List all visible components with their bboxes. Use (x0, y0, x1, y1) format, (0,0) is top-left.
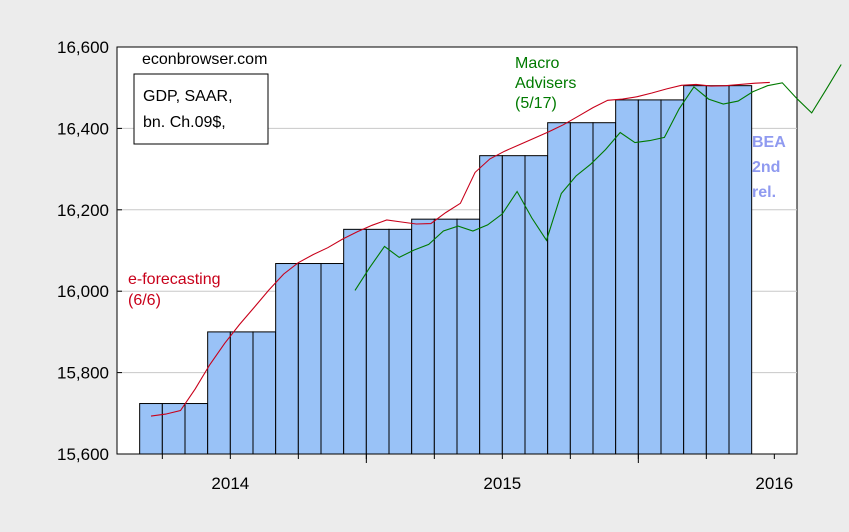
bar (207, 331, 231, 455)
bar (479, 155, 503, 455)
bar (569, 122, 594, 455)
macro-advisers-label-line-1: Macro (515, 55, 560, 72)
bar (637, 99, 662, 455)
bar (705, 85, 730, 455)
bar (433, 218, 458, 455)
bea-bars (139, 85, 753, 455)
forecast-lines (150, 64, 842, 417)
bar (139, 403, 163, 455)
bar (275, 263, 299, 455)
y-tick-label: 16,400 (57, 119, 109, 138)
e-forecasting-label: e-forecasting (6/6) (128, 271, 221, 309)
legend-box-frame (133, 73, 269, 145)
macro-advisers-label-line-3: (5/17) (515, 95, 557, 112)
e-forecasting-label-line-2: (6/6) (128, 292, 161, 309)
y-tick-label: 15,800 (57, 364, 109, 383)
bar (524, 155, 549, 455)
macro-advisers-label: Macro Advisers (5/17) (515, 55, 576, 112)
bar (683, 85, 707, 455)
bea-label: BEA 2nd rel. (752, 134, 786, 201)
bea-label-line-2: 2nd (752, 159, 780, 176)
bar (411, 218, 435, 455)
macro-advisers-line (354, 64, 842, 291)
bar (297, 263, 322, 455)
watermark: econbrowser.com (142, 51, 267, 68)
bar (547, 122, 571, 455)
x-tick-label: 2016 (755, 474, 793, 493)
bar (660, 99, 685, 455)
e-forecasting-line (150, 81, 770, 417)
y-tick-label: 15,600 (57, 445, 109, 464)
bar (229, 331, 254, 455)
axes: 15,600 15,800 16,000 16,200 16,400 16,600 2014… (57, 38, 793, 493)
bar (161, 403, 186, 455)
legend-box: GDP, SAAR, bn. Ch.09$, (133, 73, 269, 145)
legend-box-line-2: bn. Ch.09$, (143, 114, 226, 131)
legend-box-line-1: GDP, SAAR, (143, 88, 233, 105)
macro-advisers-label-line-2: Advisers (515, 75, 576, 92)
y-tick-label: 16,200 (57, 201, 109, 220)
bea-label-line-1: BEA (752, 134, 786, 151)
bar (184, 403, 209, 455)
y-tick-label: 16,000 (57, 282, 109, 301)
bar (456, 218, 481, 455)
e-forecasting-label-line-1: e-forecasting (128, 271, 221, 288)
bar (320, 263, 345, 455)
bar (388, 228, 413, 455)
bar (592, 122, 617, 455)
bar (365, 228, 390, 455)
bea-label-line-3: rel. (752, 184, 776, 201)
x-tick-label: 2014 (211, 474, 249, 493)
bar (343, 228, 367, 455)
bar (252, 331, 277, 455)
bar (728, 85, 753, 455)
x-tick-label: 2015 (483, 474, 521, 493)
bar (615, 99, 639, 455)
y-tick-label: 16,600 (57, 38, 109, 57)
